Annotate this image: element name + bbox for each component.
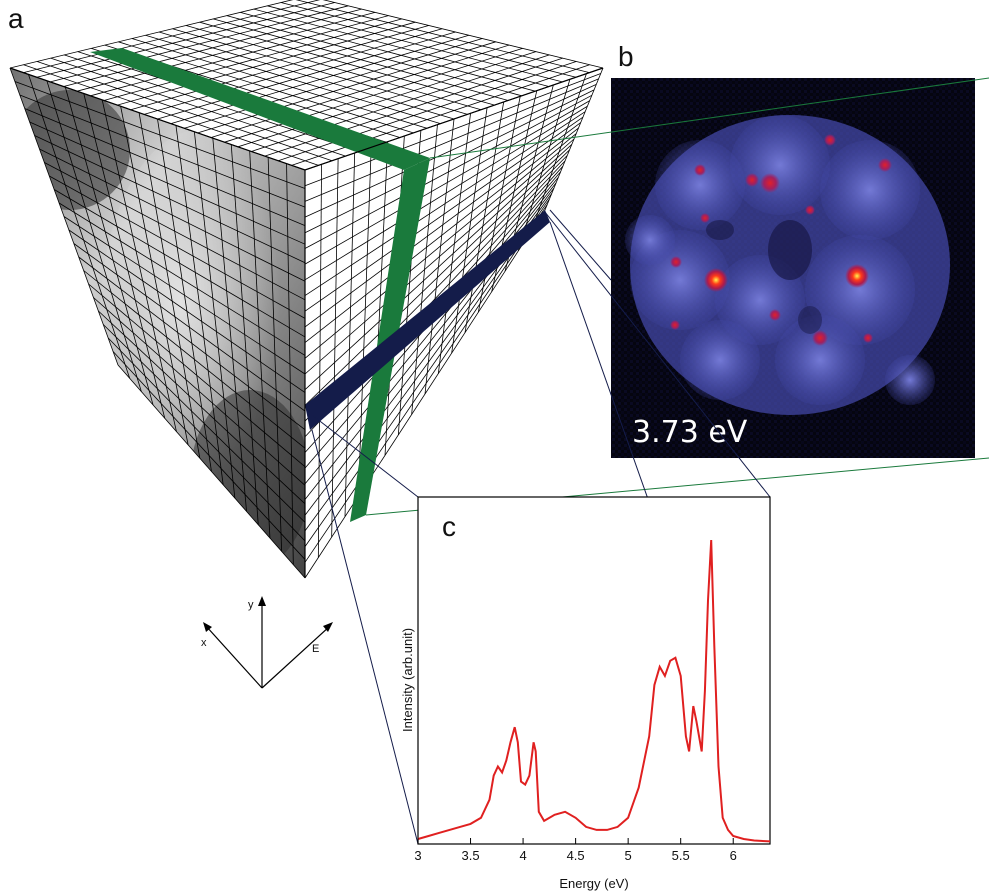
axis-label-y: y [248, 599, 254, 611]
x-tick-label: 5 [625, 848, 632, 863]
panel-label-c: c [442, 511, 456, 542]
hot-spots [670, 134, 892, 346]
cube-top-face [10, 0, 603, 170]
energy-map: 3.73 eV [611, 78, 975, 458]
navy-slice [305, 210, 550, 430]
x-tick-label: 6 [730, 848, 737, 863]
axis-indicator: y x E [201, 596, 333, 689]
x-tick-label: 5.5 [672, 848, 690, 863]
data-cube [9, 0, 604, 579]
x-tick-label: 3 [414, 848, 421, 863]
x-axis-title: Energy (eV) [559, 876, 628, 891]
panel-label-a: a [8, 3, 24, 34]
axis-label-e: E [312, 643, 319, 655]
x-axis-ticks: 3 3.5 4 4.5 5 5.5 6 [414, 838, 737, 863]
x-tick-label: 4.5 [567, 848, 585, 863]
chart-frame [417, 496, 771, 845]
axis-label-x: x [201, 637, 207, 649]
spectrum-series-line [417, 539, 771, 843]
panel-label-b: b [618, 41, 634, 72]
green-slice-top [90, 48, 430, 170]
y-axis-title: Intensity (arb.unit) [400, 628, 415, 732]
x-tick-label: 4 [519, 848, 526, 863]
energy-label: 3.73 eV [632, 415, 748, 450]
x-tick-label: 3.5 [461, 848, 479, 863]
spectrum-chart: c 3 3.5 4 4.5 5 5.5 6 Energy (eV) Intensity (a… [400, 496, 771, 891]
